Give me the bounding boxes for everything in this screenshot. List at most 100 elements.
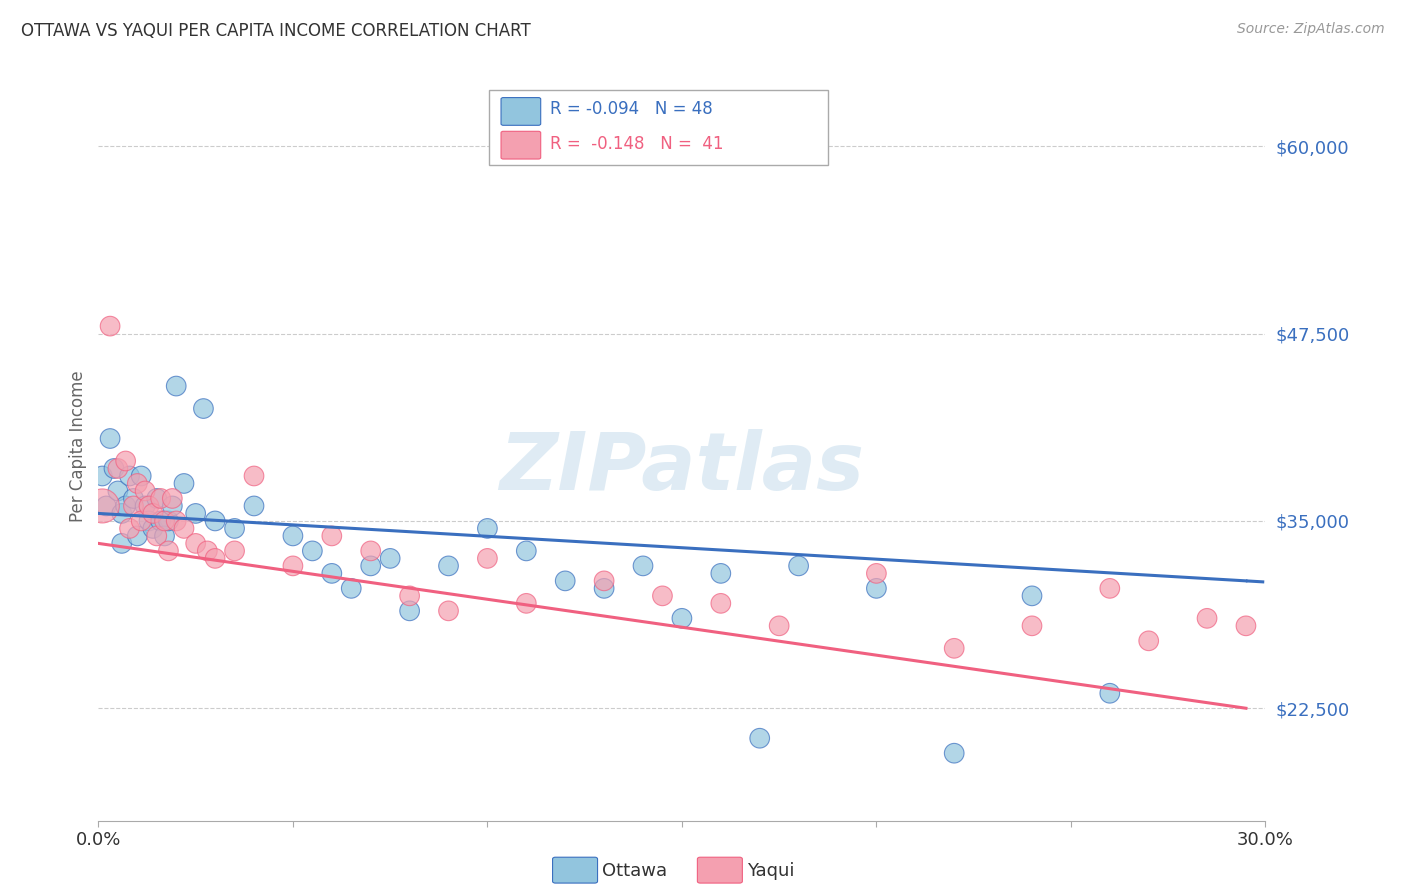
Point — [593, 582, 616, 596]
Point — [138, 514, 160, 528]
Point — [118, 469, 141, 483]
Text: ZIPatlas: ZIPatlas — [499, 429, 865, 508]
Point — [477, 521, 499, 535]
Point — [149, 514, 172, 528]
Point — [768, 619, 790, 633]
Point — [149, 491, 172, 506]
Point — [360, 558, 382, 573]
Point — [134, 499, 156, 513]
Point — [193, 401, 215, 416]
Text: Ottawa: Ottawa — [602, 862, 666, 880]
Point — [162, 491, 184, 506]
Point — [122, 491, 145, 506]
Point — [437, 604, 460, 618]
Point — [91, 499, 114, 513]
Point — [243, 499, 266, 513]
Point — [157, 514, 180, 528]
Point — [1021, 589, 1043, 603]
Text: Source: ZipAtlas.com: Source: ZipAtlas.com — [1237, 22, 1385, 37]
FancyBboxPatch shape — [501, 97, 541, 125]
Text: R =  -0.148   N =  41: R = -0.148 N = 41 — [550, 135, 724, 153]
Point — [142, 521, 165, 535]
Point — [243, 469, 266, 483]
Point — [173, 476, 195, 491]
Point — [184, 507, 207, 521]
Point — [865, 566, 887, 581]
Point — [631, 558, 654, 573]
Point — [477, 551, 499, 566]
Point — [1021, 619, 1043, 633]
Point — [321, 529, 343, 543]
Point — [1234, 619, 1257, 633]
Point — [515, 544, 537, 558]
Point — [360, 544, 382, 558]
Point — [398, 604, 420, 618]
Point — [118, 521, 141, 535]
Point — [98, 432, 121, 446]
Point — [321, 566, 343, 581]
Point — [129, 514, 152, 528]
Point — [224, 544, 246, 558]
Point — [787, 558, 810, 573]
Text: OTTAWA VS YAQUI PER CAPITA INCOME CORRELATION CHART: OTTAWA VS YAQUI PER CAPITA INCOME CORREL… — [21, 22, 531, 40]
Point — [146, 491, 169, 506]
Point — [153, 514, 176, 528]
Point — [204, 551, 226, 566]
Text: Yaqui: Yaqui — [747, 862, 794, 880]
Point — [224, 521, 246, 535]
Point — [671, 611, 693, 625]
Point — [103, 461, 125, 475]
Point — [107, 461, 129, 475]
Point — [651, 589, 673, 603]
Point — [165, 514, 187, 528]
Point — [281, 529, 304, 543]
Point — [301, 544, 323, 558]
Point — [204, 514, 226, 528]
FancyBboxPatch shape — [501, 131, 541, 159]
Point — [96, 499, 118, 513]
Point — [146, 529, 169, 543]
Point — [340, 582, 363, 596]
Point — [554, 574, 576, 588]
Point — [142, 507, 165, 521]
Point — [165, 379, 187, 393]
Point — [91, 469, 114, 483]
Point — [398, 589, 420, 603]
Point — [515, 596, 537, 610]
Point — [127, 529, 149, 543]
Point — [98, 319, 121, 334]
Point — [748, 731, 770, 746]
Point — [437, 558, 460, 573]
Point — [114, 454, 136, 468]
Y-axis label: Per Capita Income: Per Capita Income — [69, 370, 87, 522]
Point — [157, 544, 180, 558]
Point — [111, 507, 134, 521]
Text: R = -0.094   N = 48: R = -0.094 N = 48 — [550, 100, 713, 118]
Point — [138, 499, 160, 513]
Point — [173, 521, 195, 535]
Point — [865, 582, 887, 596]
Point — [1137, 633, 1160, 648]
Point — [710, 596, 733, 610]
Point — [1098, 582, 1121, 596]
Point — [129, 469, 152, 483]
Point — [281, 558, 304, 573]
Point — [107, 483, 129, 498]
Point — [943, 641, 966, 656]
Point — [593, 574, 616, 588]
Point — [122, 499, 145, 513]
Point — [195, 544, 218, 558]
Point — [134, 483, 156, 498]
Point — [127, 476, 149, 491]
Point — [111, 536, 134, 550]
Point — [1195, 611, 1218, 625]
FancyBboxPatch shape — [489, 90, 828, 165]
Point — [1098, 686, 1121, 700]
Point — [114, 499, 136, 513]
Point — [380, 551, 402, 566]
Point — [710, 566, 733, 581]
Point — [943, 746, 966, 760]
Point — [184, 536, 207, 550]
Point — [162, 499, 184, 513]
Point — [153, 529, 176, 543]
